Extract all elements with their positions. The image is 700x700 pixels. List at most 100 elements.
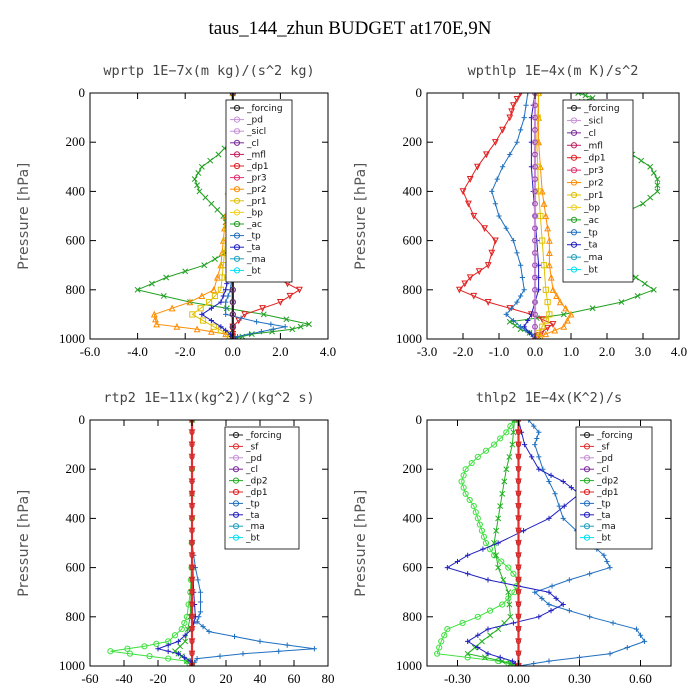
legend-marker: [570, 142, 578, 149]
data-point: [515, 478, 522, 486]
data-point: [544, 299, 551, 306]
data-point: [498, 558, 505, 565]
data-point: [545, 261, 553, 269]
data-point: [459, 619, 466, 627]
legend-entry: _pd: [246, 116, 263, 126]
x-tick-label: -6.0: [80, 344, 101, 359]
data-point: [181, 654, 187, 660]
legend: _forcing_pd_sicl_cl_mfl_dp1_pr3_pr2_pr1_…: [225, 99, 293, 283]
data-point: [515, 528, 522, 534]
data-point: [534, 435, 540, 442]
data-point: [488, 249, 496, 257]
data-point: [188, 478, 196, 486]
data-point: [460, 472, 467, 479]
data-point: [539, 237, 546, 244]
legend-marker: [233, 197, 241, 204]
data-point: [506, 114, 514, 122]
data-point: [202, 194, 209, 201]
data-point: [489, 188, 495, 194]
data-point: [475, 632, 481, 638]
data-point: [532, 139, 538, 145]
data-point: [532, 151, 538, 158]
data-point: [223, 311, 229, 317]
data-point: [650, 169, 657, 176]
data-point: [515, 429, 522, 435]
legend-marker: [570, 104, 578, 112]
data-point: [200, 624, 206, 630]
data-point: [506, 601, 513, 608]
legend-entry: _ma: [583, 253, 603, 263]
data-point: [134, 286, 141, 293]
data-point: [218, 299, 224, 305]
data-point: [546, 601, 552, 608]
data-point: [531, 423, 537, 429]
data-point: [510, 317, 516, 324]
data-point: [552, 491, 558, 497]
data-point: [540, 199, 548, 207]
data-point: [497, 654, 503, 660]
series-group: [107, 420, 317, 666]
data-point: [464, 654, 471, 661]
data-point: [505, 589, 512, 596]
y-axis-label: Pressure [hPa]: [16, 489, 32, 596]
plot-frame: [426, 419, 672, 667]
plot-frame: [89, 92, 329, 340]
data-point: [650, 286, 657, 293]
data-point: [532, 176, 538, 182]
legend-entry: _tp: [583, 228, 598, 238]
data-point: [276, 648, 282, 654]
y-tick-label: 1000: [59, 331, 85, 346]
data-point: [198, 163, 205, 170]
data-point: [542, 212, 550, 220]
y-tick-label: 0: [79, 412, 86, 427]
legend: _forcing_sf _pd_cl _dp2_dp1_tp _ta_ma _bt: [224, 426, 300, 550]
data-point: [268, 321, 274, 327]
data-point: [515, 651, 522, 657]
data-point: [171, 632, 179, 639]
data-point: [485, 626, 491, 632]
data-point: [521, 324, 527, 330]
legend-marker: [570, 129, 578, 136]
legend-entry: _tp: [245, 499, 260, 509]
y-tick-label: 1000: [396, 331, 422, 346]
data-point: [525, 317, 531, 324]
x-tick-label: -1.0: [489, 344, 510, 359]
legend-marker: [233, 104, 241, 112]
legend-entry: _pr3: [246, 174, 267, 184]
data-point: [189, 311, 196, 318]
data-point: [515, 638, 522, 646]
data-point: [553, 292, 561, 300]
data-point: [519, 274, 525, 281]
data-point: [491, 139, 499, 146]
legend-entry: _pr1: [246, 197, 267, 207]
data-point: [472, 509, 479, 516]
data-point: [509, 102, 517, 110]
data-point: [475, 268, 483, 276]
data-point: [487, 632, 493, 639]
data-point: [126, 650, 134, 657]
data-point: [434, 650, 441, 657]
y-tick-label: 600: [403, 560, 423, 575]
data-point: [257, 638, 263, 644]
data-point: [197, 305, 204, 312]
data-point: [444, 626, 451, 633]
plot-frame: [426, 92, 680, 340]
data-point: [497, 435, 504, 442]
legend-marker: [233, 255, 241, 262]
data-point: [188, 527, 196, 535]
data-point: [503, 466, 510, 473]
data-point: [532, 238, 538, 244]
series-line-dp1_light: [436, 420, 520, 666]
data-point: [546, 478, 552, 485]
data-point: [511, 420, 518, 423]
data-point: [546, 658, 552, 664]
data-point: [525, 93, 531, 96]
data-point: [217, 653, 223, 659]
data-point: [654, 188, 661, 195]
data-point: [499, 126, 507, 134]
data-point: [146, 653, 153, 660]
legend-marker: [583, 466, 591, 473]
data-point: [515, 589, 522, 596]
legend-entry: _ac: [246, 220, 262, 230]
data-point: [551, 326, 559, 334]
